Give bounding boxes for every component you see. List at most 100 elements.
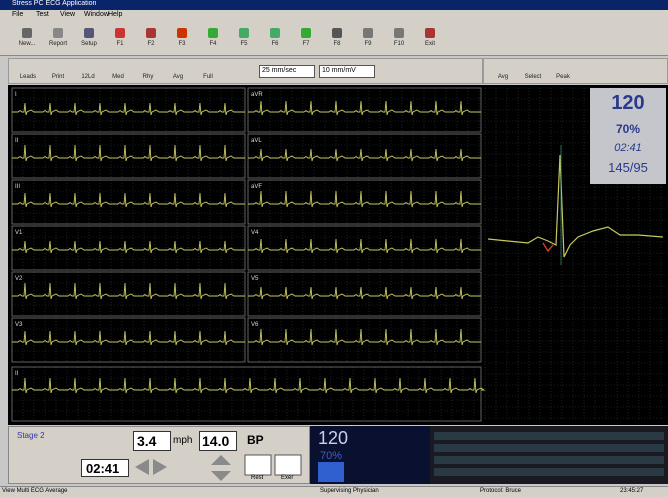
icon — [146, 28, 156, 38]
lead-label: V6 — [251, 322, 259, 328]
toolbar-label: Exit — [424, 41, 435, 47]
menu-item: File — [12, 11, 24, 18]
control-panel: Stage 2 02:41 3.4 mph 14.0 BP Rest Exer — [8, 426, 310, 484]
toolbar-button[interactable]: Avg — [490, 60, 516, 86]
grade-down[interactable] — [211, 471, 231, 481]
toolbar-button[interactable]: F10 — [386, 25, 412, 51]
toolbar-button[interactable]: F5 — [231, 25, 257, 51]
toolbar-label: F4 — [209, 41, 217, 47]
toolbar-button[interactable]: 12Ld — [75, 60, 101, 86]
trend-bar — [434, 432, 664, 440]
toolbar-button[interactable]: F8 — [324, 25, 350, 51]
toolbar-button[interactable]: Leads — [15, 60, 41, 86]
title-bar: Stress PC ECG Application — [0, 0, 668, 10]
toolbar-label: Full — [203, 74, 213, 80]
toolbar-button[interactable]: F6 — [262, 25, 288, 51]
toolbar-button[interactable]: Setup — [76, 25, 102, 51]
toolbar-button[interactable]: Avg — [165, 60, 191, 86]
ecg-trace — [248, 238, 481, 254]
ecg-trace — [12, 144, 245, 162]
status-text: Supervising Physician — [320, 488, 379, 494]
lead-label: V1 — [15, 230, 23, 236]
lead-frame — [247, 271, 482, 317]
toolbar-label: F8 — [333, 41, 341, 47]
lead-label: III — [15, 184, 20, 190]
lead-label: V5 — [251, 276, 259, 282]
toolbar-button[interactable]: F1 — [107, 25, 133, 51]
icon — [332, 28, 342, 38]
ecg-trace — [12, 377, 486, 394]
toolbar-button[interactable]: Print — [45, 60, 71, 86]
rest-button[interactable] — [244, 454, 272, 476]
ecg-trace — [12, 282, 245, 300]
icon — [270, 28, 280, 38]
lead-frame — [11, 317, 246, 363]
stage-time-box: 02:41 — [81, 459, 129, 477]
lead-frame — [247, 133, 482, 179]
toolbar-button[interactable]: Select — [520, 60, 546, 86]
dropdown-value: 25 mm/sec — [262, 67, 297, 74]
bp-label: BP — [247, 433, 264, 447]
icon — [53, 28, 63, 38]
blood-pressure: 145/95 — [608, 160, 648, 175]
lead-frame — [11, 179, 246, 225]
toolbar-label: Setup — [81, 41, 97, 47]
toolbar: New... Report Setup F1 F2 F3 F4 F5 F6 F7 F8 F9 F10 Ex… — [0, 20, 668, 56]
speed-up[interactable] — [153, 459, 167, 475]
toolbar-button[interactable]: F4 — [200, 25, 226, 51]
toolbar-button[interactable]: F2 — [138, 25, 164, 51]
toolbar-button[interactable]: Full — [195, 60, 221, 86]
hr-small: 120 — [318, 428, 349, 448]
dropdown[interactable]: 10 mm/mV — [319, 65, 375, 78]
lead-frame — [247, 87, 482, 133]
lead-label: V2 — [15, 276, 23, 282]
toolbar-button[interactable]: Rhy — [135, 60, 161, 86]
hr-panel: 120 70% — [310, 426, 430, 484]
toolbar-button[interactable]: Med — [105, 60, 131, 86]
toolbar-button[interactable]: F3 — [169, 25, 195, 51]
toolbar-button[interactable]: Exit — [417, 25, 443, 51]
icon — [177, 28, 187, 38]
toolbar-secondary: Leads Print 12Ld Med Rhy Avg Full 25 mm/sec 10 m… — [8, 58, 483, 84]
status-bar: View Multi ECG Average Supervising Physic… — [0, 486, 668, 497]
ecg-trace — [248, 190, 481, 208]
hr-bar — [318, 462, 344, 482]
icon — [115, 28, 125, 38]
status-text: 23:45:27 — [620, 488, 644, 494]
dropdown[interactable]: 25 mm/sec — [259, 65, 315, 78]
exer-button[interactable] — [274, 454, 302, 476]
toolbar-label: F9 — [364, 41, 372, 47]
toolbar-label: F3 — [178, 41, 186, 47]
toolbar-label: Print — [51, 74, 65, 80]
icon — [84, 28, 94, 38]
arrows — [135, 454, 302, 481]
toolbar-button[interactable]: Peak — [550, 60, 576, 86]
icon — [425, 28, 435, 38]
ecg-trace — [248, 328, 481, 346]
toolbar-button[interactable]: New... — [14, 25, 40, 51]
toolbar-label: F7 — [302, 41, 310, 47]
toolbar-label: F10 — [393, 41, 405, 47]
toolbar-label: New... — [18, 41, 36, 47]
average-complex-st — [542, 242, 554, 253]
toolbar-button[interactable]: F9 — [355, 25, 381, 51]
ecg-trace — [12, 192, 245, 208]
rest-label: Rest — [251, 475, 264, 481]
toolbar-label: Avg — [172, 74, 184, 80]
stage-time: 02:41 — [86, 461, 120, 476]
stage-label: Stage 2 — [17, 431, 45, 440]
grade-value: 14.0 — [202, 433, 230, 449]
menu-bar: File Test View Window Help — [0, 10, 668, 20]
grade-up[interactable] — [211, 455, 231, 465]
elapsed-time: 02:41 — [614, 142, 642, 154]
speed-down[interactable] — [135, 459, 149, 475]
lead-label: V4 — [251, 230, 259, 236]
toolbar-label: Rhy — [142, 74, 154, 80]
average-complex — [487, 154, 664, 258]
toolbar-button[interactable]: F7 — [293, 25, 319, 51]
toolbar-label: Select — [524, 74, 542, 80]
percent-target: 70% — [615, 122, 641, 136]
toolbar-button[interactable]: Report — [45, 25, 71, 51]
icon — [301, 28, 311, 38]
